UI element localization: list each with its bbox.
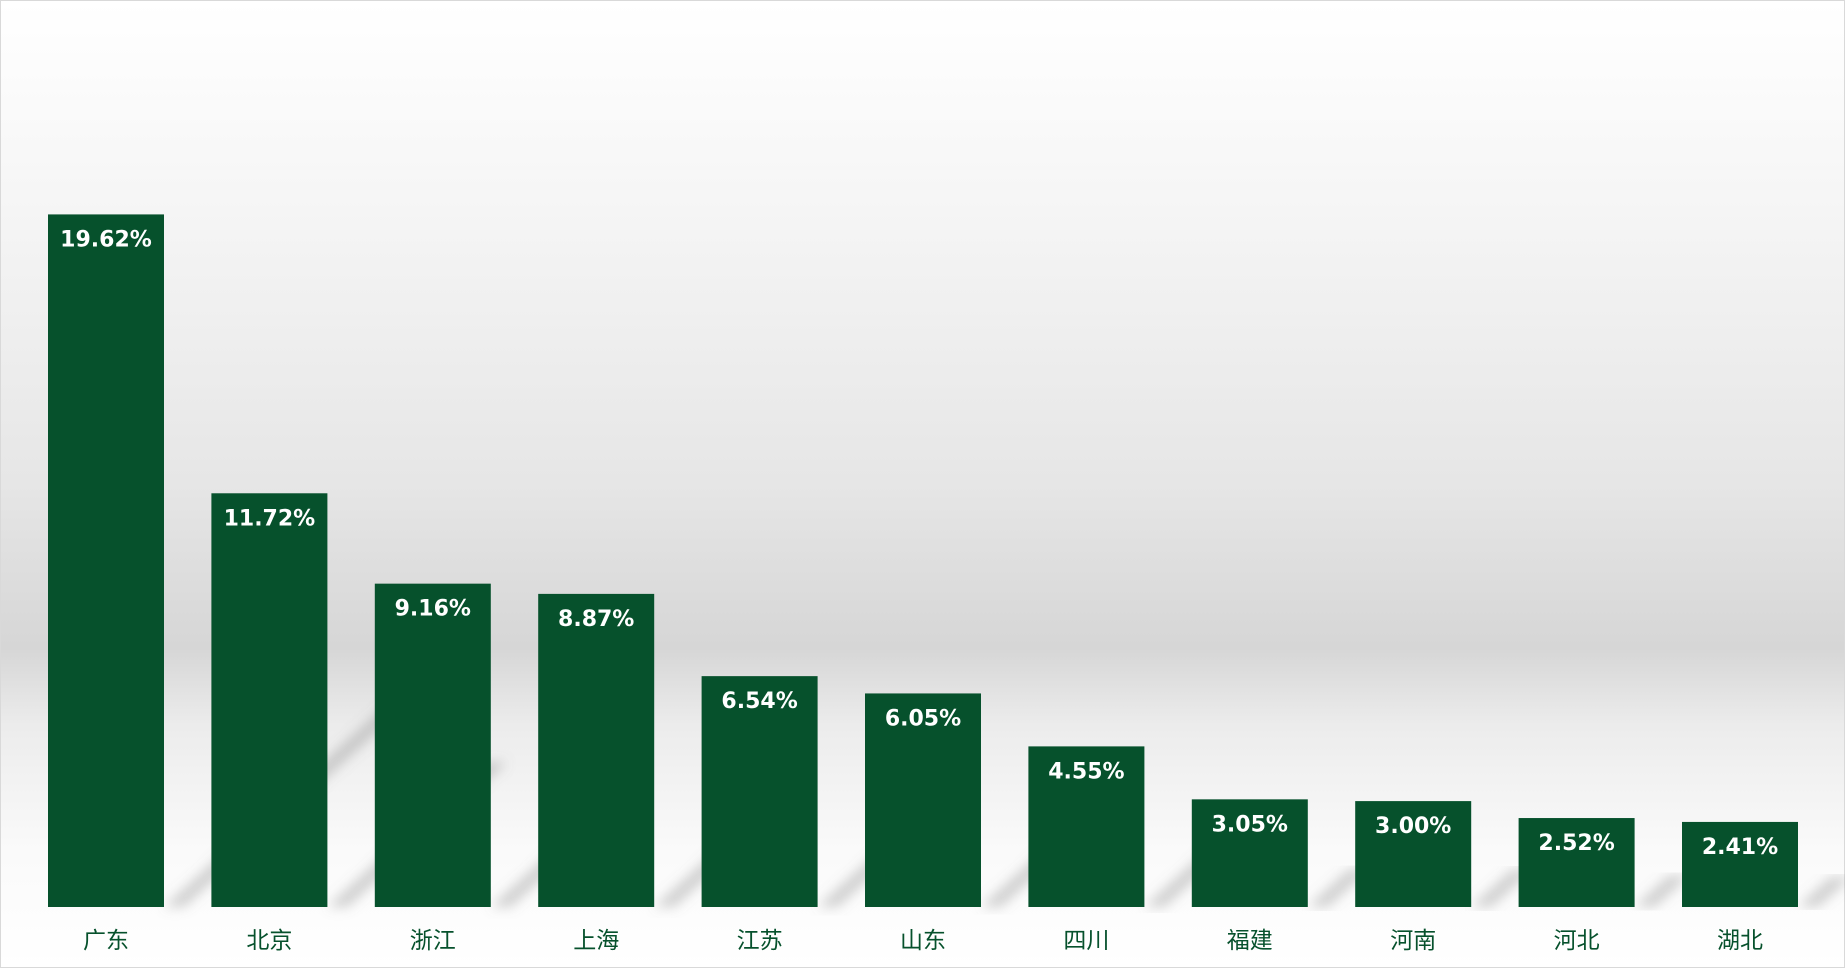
data-label: 11.72% xyxy=(224,506,316,531)
category-label: 福建 xyxy=(1227,928,1273,954)
bar-广东 xyxy=(48,214,164,907)
data-label: 9.16% xyxy=(395,597,471,622)
data-label: 6.05% xyxy=(885,706,961,731)
bar-shadow xyxy=(1471,869,1532,907)
bar-北京 xyxy=(211,493,328,907)
bar-江苏 xyxy=(701,676,818,907)
data-label: 3.00% xyxy=(1375,814,1451,839)
data-label: 19.62% xyxy=(60,227,152,252)
category-label: 四川 xyxy=(1063,928,1109,954)
category-label: 河南 xyxy=(1390,928,1436,954)
bar-shadow xyxy=(1798,877,1845,907)
category-label: 北京 xyxy=(246,928,292,954)
category-label: 江苏 xyxy=(737,928,783,954)
data-label: 8.87% xyxy=(558,607,634,632)
category-label: 上海 xyxy=(573,928,619,954)
bar-山东 xyxy=(865,693,981,907)
bar-四川 xyxy=(1028,746,1145,907)
category-label: 浙江 xyxy=(410,928,456,954)
bar-shadow xyxy=(1634,875,1689,907)
data-label: 4.55% xyxy=(1048,759,1124,784)
bar-shadow xyxy=(1307,869,1370,907)
category-label: 湖北 xyxy=(1717,928,1763,954)
category-label: 广东 xyxy=(83,928,129,954)
bar-福建 xyxy=(1191,799,1308,907)
data-label: 3.05% xyxy=(1212,812,1288,837)
data-label: 2.52% xyxy=(1538,831,1614,856)
category-label: 河北 xyxy=(1554,928,1600,954)
bar-河南 xyxy=(1355,801,1472,907)
bar-上海 xyxy=(538,593,655,907)
data-label: 6.54% xyxy=(721,689,797,714)
data-label: 2.41% xyxy=(1702,835,1778,860)
bar-浙江 xyxy=(374,583,491,907)
bar-湖北 xyxy=(1682,821,1798,907)
category-label: 山东 xyxy=(900,928,946,954)
bar-河北 xyxy=(1518,818,1635,907)
